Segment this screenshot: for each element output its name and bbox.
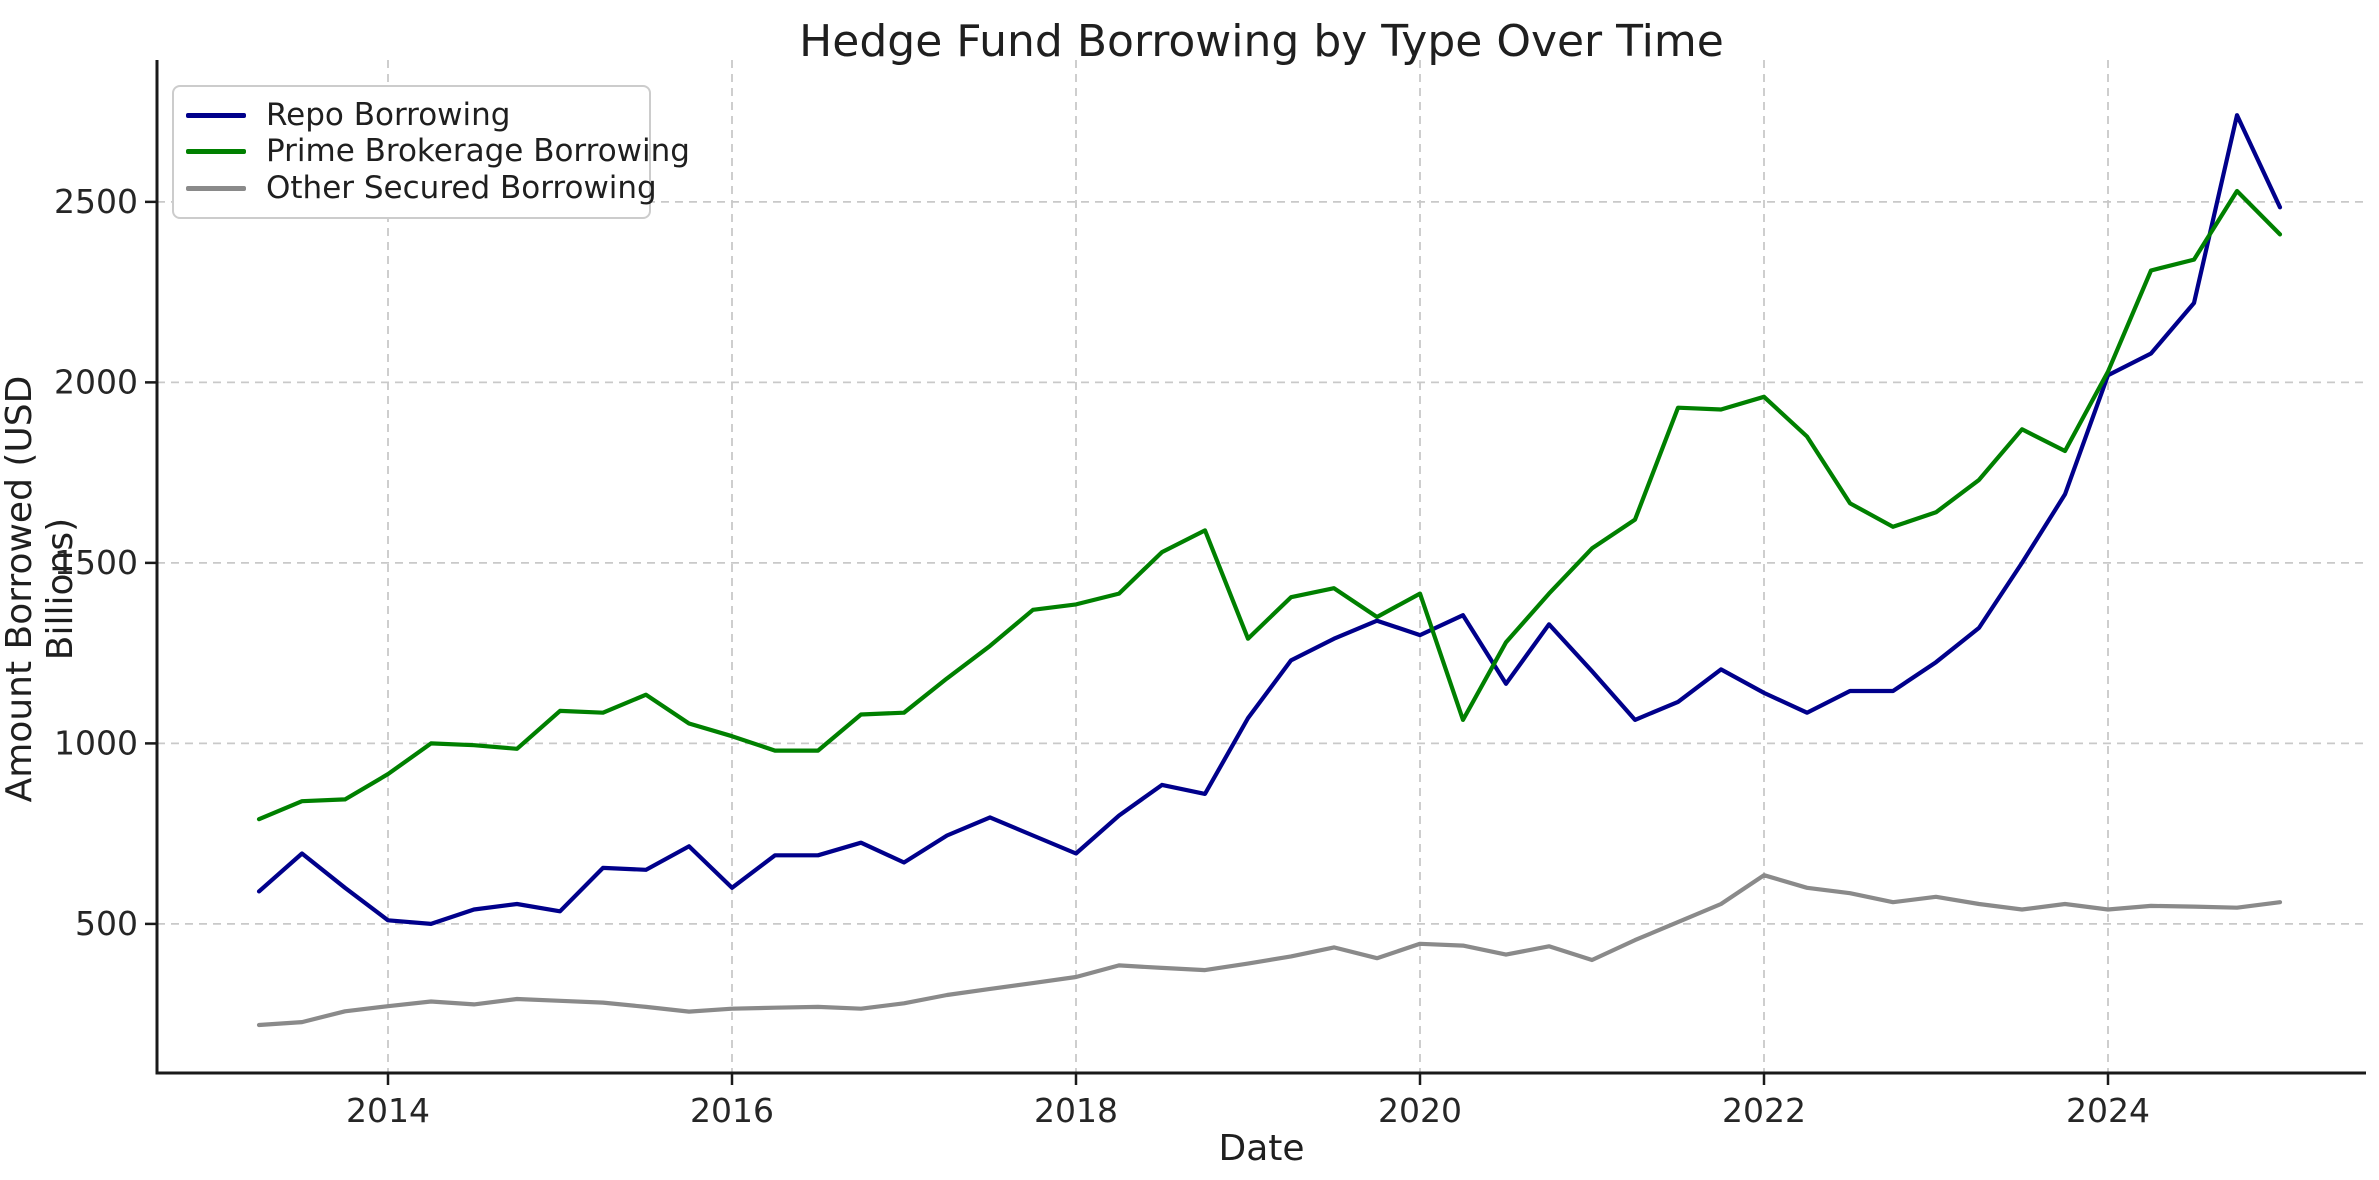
- x-axis-label: Date: [1218, 1128, 1305, 1169]
- legend-label-other: Other Secured Borrowing: [266, 170, 657, 207]
- x-tick-label: 2016: [690, 1091, 774, 1130]
- x-tick-label: 2024: [2066, 1091, 2150, 1130]
- x-tick-label: 2018: [1034, 1091, 1118, 1130]
- legend: Repo Borrowing Prime Brokerage Borrowing…: [172, 85, 690, 219]
- y-tick-label: 1000: [54, 723, 138, 762]
- legend-label-repo: Repo Borrowing: [266, 96, 511, 133]
- legend-item-other-secured-borrowing: Other Secured Borrowing: [186, 173, 657, 204]
- y-tick-label: 500: [75, 904, 138, 943]
- legend-item-repo-borrowing: Repo Borrowing: [186, 96, 649, 133]
- series-line-0: [256, 113, 2283, 926]
- legend-item-prime-brokerage-borrowing: Prime Brokerage Borrowing: [186, 136, 690, 167]
- x-tick-label: 2020: [1378, 1091, 1462, 1130]
- legend-label-prime: Prime Brokerage Borrowing: [266, 133, 690, 170]
- y-tick-label: 1500: [54, 543, 138, 582]
- series-line-2: [256, 873, 2283, 1028]
- legend-line-swatch-repo: [186, 112, 246, 118]
- legend-line-swatch-prime: [186, 149, 246, 155]
- series-line-1: [256, 188, 2283, 822]
- x-tick-label: 2014: [346, 1091, 430, 1130]
- legend-line-swatch-other: [186, 186, 246, 192]
- chart-title: Hedge Fund Borrowing by Type Over Time: [799, 16, 1724, 67]
- y-tick-label: 2000: [54, 362, 138, 401]
- x-tick-label: 2022: [1722, 1091, 1806, 1130]
- y-tick-label: 2500: [54, 182, 138, 221]
- y-axis-label: Amount Borrowed (USD Billions): [0, 375, 81, 803]
